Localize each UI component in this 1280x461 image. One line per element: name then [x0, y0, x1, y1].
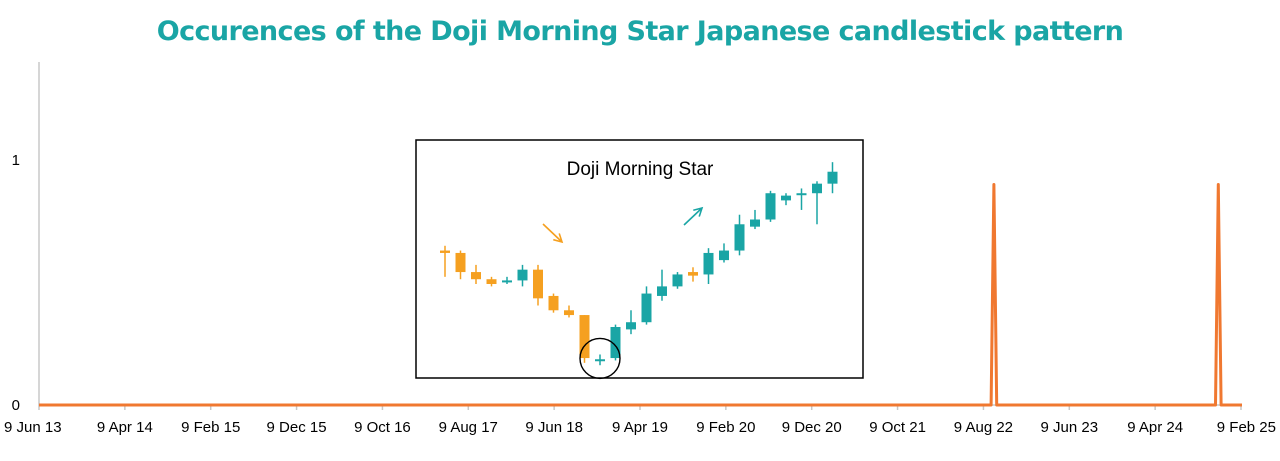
candle-body — [750, 220, 760, 227]
candle-body — [456, 253, 466, 272]
candle-body — [626, 322, 636, 329]
candle-body — [766, 193, 776, 219]
candle-body — [642, 294, 652, 323]
candle-body — [657, 286, 667, 296]
inset-title: Doji Morning Star — [567, 159, 714, 180]
candle-body — [487, 279, 497, 284]
x-tick-label: 9 Dec 20 — [782, 419, 842, 436]
x-tick-label: 9 Feb 25 — [1217, 419, 1276, 436]
x-tick-label: 9 Dec 15 — [267, 419, 327, 436]
candle-body — [533, 270, 543, 299]
x-tick-label: 9 Feb 15 — [181, 419, 240, 436]
y-axis-ticks: 01 — [12, 152, 20, 414]
candle-body — [673, 274, 683, 286]
candle-body — [502, 280, 512, 282]
x-tick-label: 9 Aug 17 — [439, 419, 498, 436]
candle-body — [828, 172, 838, 184]
x-tick-label: 9 Apr 24 — [1127, 419, 1183, 436]
candle-body — [797, 193, 807, 195]
y-tick-label: 1 — [12, 152, 20, 169]
candle-body — [595, 359, 605, 361]
candle-body — [781, 196, 791, 201]
x-tick-label: 9 Jun 18 — [525, 419, 583, 436]
x-tick-label: 9 Aug 22 — [954, 419, 1013, 436]
candle-body — [518, 270, 528, 281]
x-tick-label: 9 Feb 20 — [696, 419, 755, 436]
candle-body — [688, 272, 698, 276]
candle-body — [704, 253, 714, 275]
candle-body — [735, 224, 745, 250]
candle-body — [719, 251, 729, 261]
inset-pattern-illustration: Doji Morning Star — [416, 140, 863, 378]
candle-body — [549, 296, 559, 310]
x-axis-ticks: 9 Jun 13 9 Apr 14 9 Feb 15 9 Dec 15 9 Oct 16… — [4, 405, 1276, 436]
x-tick-label: 9 Oct 21 — [869, 419, 926, 436]
x-tick-label: 9 Oct 16 — [354, 419, 411, 436]
candle-body — [471, 272, 481, 279]
candle-body — [812, 184, 822, 194]
x-tick-label: 9 Apr 19 — [612, 419, 668, 436]
x-tick-label: 9 Apr 14 — [97, 419, 153, 436]
candle-body — [564, 310, 574, 315]
x-tick-label: 9 Jun 23 — [1041, 419, 1099, 436]
x-tick-label: 9 Jun 13 — [4, 419, 62, 436]
candle-body — [440, 251, 450, 253]
y-tick-label: 0 — [12, 397, 20, 414]
